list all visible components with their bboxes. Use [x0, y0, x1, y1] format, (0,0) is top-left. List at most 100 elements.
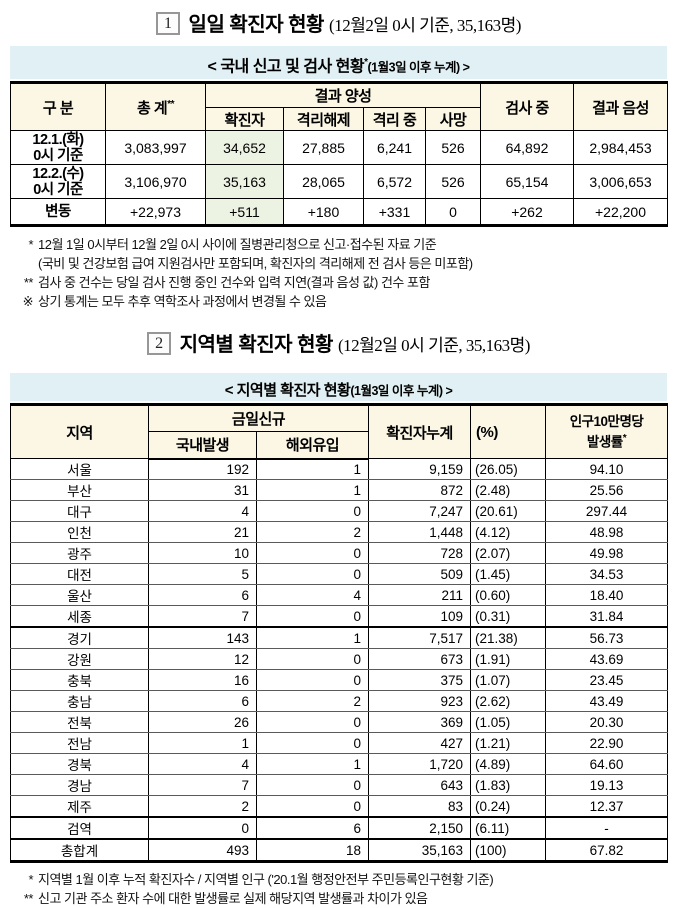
rate-cell: 25.56: [545, 479, 669, 501]
region-cell: 서울: [10, 458, 149, 480]
col-header-deceased: 사망: [425, 107, 481, 131]
table-row: 경북 4 1 1,720 (4.89) 64.60: [10, 753, 669, 775]
cell: 64,892: [480, 130, 574, 165]
domestic-cell: 4: [148, 753, 257, 775]
imported-cell: 2: [255, 521, 370, 543]
table-row: 충남 6 2 923 (2.62) 43.49: [10, 690, 669, 712]
cell: +22,200: [573, 198, 668, 226]
rate-cell: 22.90: [545, 732, 669, 754]
region-cell: 강원: [10, 648, 149, 670]
domestic-cell: 31: [148, 479, 257, 501]
region-cell: 울산: [10, 584, 149, 606]
cell: 27,885: [283, 130, 364, 165]
imported-cell: 1: [255, 458, 370, 480]
region-cell: 세종: [10, 605, 149, 628]
table2-caption: < 지역별 확진자 현황(1월3일 이후 누계) >: [10, 373, 667, 401]
footnote-line: * 지역별 1월 이후 누적 확진자수 / 지역별 인구 ('20.1월 행정안…: [28, 872, 494, 887]
rate-cell: 23.45: [545, 669, 669, 691]
domestic-cell: 26: [148, 711, 257, 733]
col-header-released: 격리해제: [283, 107, 364, 131]
table1-caption-tail: (1월3일 이후 누계) >: [367, 60, 470, 75]
percent-cell: (1.21): [470, 732, 547, 754]
percent-cell: (2.07): [470, 542, 547, 564]
cell: 28,065: [283, 164, 364, 199]
domestic-cell: 1: [148, 732, 257, 754]
section1-title: 1 일일 확진자 현황 (12월2일 0시 기준, 35,163명): [0, 8, 677, 37]
region-cell: 전북: [10, 711, 149, 733]
percent-cell: (1.45): [470, 563, 547, 585]
imported-cell: 2: [255, 690, 370, 712]
table-row: 12.2.(수) 0시 기준 3,106,970 35,163 28,065 6,572…: [10, 164, 668, 199]
percent-cell: (0.24): [470, 795, 547, 818]
cell: 3,006,653: [573, 164, 668, 199]
cumulative-cell: 923: [368, 690, 472, 712]
table-row: 경남 7 0 643 (1.83) 19.13: [10, 774, 669, 796]
percent-cell: (2.48): [470, 479, 547, 501]
table-row: 서울 192 1 9,159 (26.05) 94.10: [10, 458, 669, 480]
col-header-percent: (%): [470, 404, 547, 459]
table-row: 12.1.(화) 0시 기준 3,083,997 34,652 27,885 6,241…: [10, 130, 668, 165]
region-cell: 충남: [10, 690, 149, 712]
table2-footnotes: * 지역별 1월 이후 누적 확진자수 / 지역별 인구 ('20.1월 행정안…: [14, 870, 665, 908]
col-header-domestic: 국내발생: [148, 431, 257, 460]
percent-cell: (0.60): [470, 584, 547, 606]
rate-cell: -: [545, 816, 669, 840]
cell: 6,241: [363, 130, 426, 165]
percent-cell: (4.12): [470, 521, 547, 543]
cell: 2,984,453: [573, 130, 668, 165]
table2-caption-tail: (1월3일 이후 누계) >: [350, 384, 453, 398]
region-cell: 경북: [10, 753, 149, 775]
imported-cell: 0: [255, 732, 370, 754]
domestic-cell: 7: [148, 605, 257, 628]
section1-title-subtitle: (12월2일 0시 기준, 35,163명): [329, 16, 521, 35]
cell: 65,154: [480, 164, 574, 199]
col-header-negative: 결과 음성: [573, 82, 668, 131]
rate-cell: 43.69: [545, 648, 669, 670]
cell: 3,083,997: [105, 130, 206, 165]
cumulative-cell: 1,448: [368, 521, 472, 543]
cumulative-cell: 728: [368, 542, 472, 564]
table-row: 대전 5 0 509 (1.45) 34.53: [10, 563, 669, 585]
rate-cell: 20.30: [545, 711, 669, 733]
cell: 3,106,970: [105, 164, 206, 199]
section2-title-text: 지역별 확진자 현황: [179, 334, 334, 356]
region-cell: 부산: [10, 479, 149, 501]
percent-cell: (1.07): [470, 669, 547, 691]
cell: 35,163: [205, 164, 284, 199]
domestic-cell: 21: [148, 521, 257, 543]
col-header-region: 지역: [10, 404, 149, 459]
cell: 0: [425, 198, 481, 226]
domestic-cell: 5: [148, 563, 257, 585]
footnote-line: ** 검사 중 건수는 당일 검사 진행 중인 건수와 입력 지연(결과 음성 …: [23, 275, 431, 290]
percent-cell: (1.05): [470, 711, 547, 733]
cumulative-cell: 673: [368, 648, 472, 670]
region-cell: 제주: [10, 795, 149, 818]
percent-cell: (100): [470, 838, 547, 862]
imported-cell: 6: [255, 816, 370, 840]
cumulative-cell: 509: [368, 563, 472, 585]
imported-cell: 0: [255, 563, 370, 585]
percent-cell: (1.83): [470, 774, 547, 796]
cumulative-cell: 1,720: [368, 753, 472, 775]
table-row: 전북 26 0 369 (1.05) 20.30: [10, 711, 669, 733]
percent-cell: (1.91): [470, 648, 547, 670]
imported-cell: 0: [255, 648, 370, 670]
cell: 526: [425, 164, 481, 199]
table-row: 충북 16 0 375 (1.07) 23.45: [10, 669, 669, 691]
percent-cell: (4.89): [470, 753, 547, 775]
region-cell: 대전: [10, 563, 149, 585]
row-label: 변동: [10, 198, 106, 226]
domestic-cell: 4: [148, 500, 257, 522]
col-header-positive-group: 결과 양성: [205, 82, 481, 108]
table-row: 검역 0 6 2,150 (6.11) -: [10, 816, 669, 840]
cumulative-cell: 9,159: [368, 458, 472, 480]
table-row: 경기 143 1 7,517 (21.38) 56.73: [10, 626, 669, 649]
section2-number-box: 2: [147, 332, 171, 355]
rate-cell: 49.98: [545, 542, 669, 564]
rate-cell: 43.49: [545, 690, 669, 712]
percent-cell: (21.38): [470, 626, 547, 649]
imported-cell: 0: [255, 669, 370, 691]
table-row: 제주 2 0 83 (0.24) 12.37: [10, 795, 669, 818]
region-cell: 광주: [10, 542, 149, 564]
col-header-confirmed: 확진자: [205, 107, 284, 131]
